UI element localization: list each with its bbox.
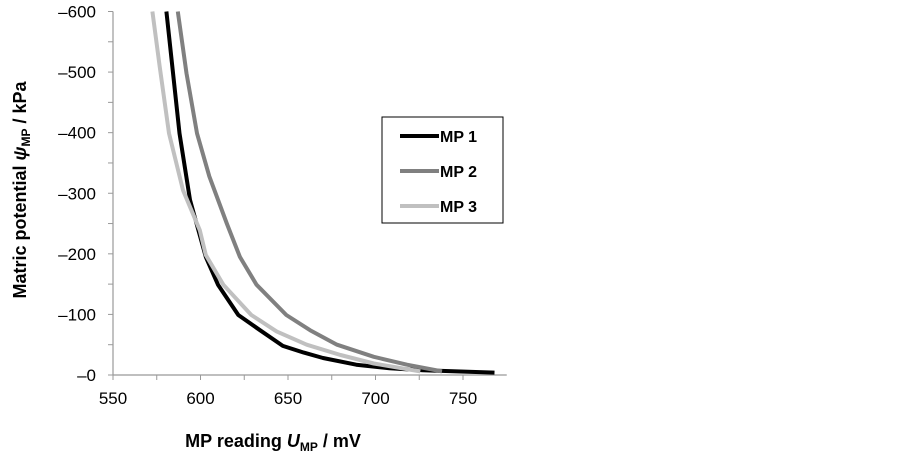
y-tick-label: –200	[58, 245, 96, 264]
y-tick-label: –0	[77, 366, 96, 385]
series-line-3	[150, 11, 421, 374]
series-line-2	[175, 11, 443, 374]
series-group	[150, 11, 495, 375]
x-tick-label: 600	[186, 389, 214, 408]
legend-label: MP 1	[440, 129, 477, 146]
y-tick-label: –300	[58, 184, 96, 203]
x-tick-label: 750	[449, 389, 477, 408]
y-axis-label: Matric potential ψMP / kPa	[10, 81, 33, 299]
y-tick-label: –100	[58, 305, 96, 324]
axes: 550 600 650 700 750 –0 –100 –200 –300 –400 –500 –60…	[58, 3, 507, 408]
y-tick-label: –500	[58, 63, 96, 82]
legend-label: MP 2	[440, 164, 477, 181]
y-tick-label: –400	[58, 124, 96, 143]
x-tick-label: 550	[99, 389, 127, 408]
y-tick-label: –600	[58, 3, 96, 22]
x-tick-label: 700	[361, 389, 389, 408]
legend: MP 1 MP 2 MP 3	[381, 116, 504, 224]
x-tick-label: 650	[274, 389, 302, 408]
legend-label: MP 3	[440, 199, 477, 216]
x-axis-label: MP reading UMP / mV	[185, 431, 361, 454]
